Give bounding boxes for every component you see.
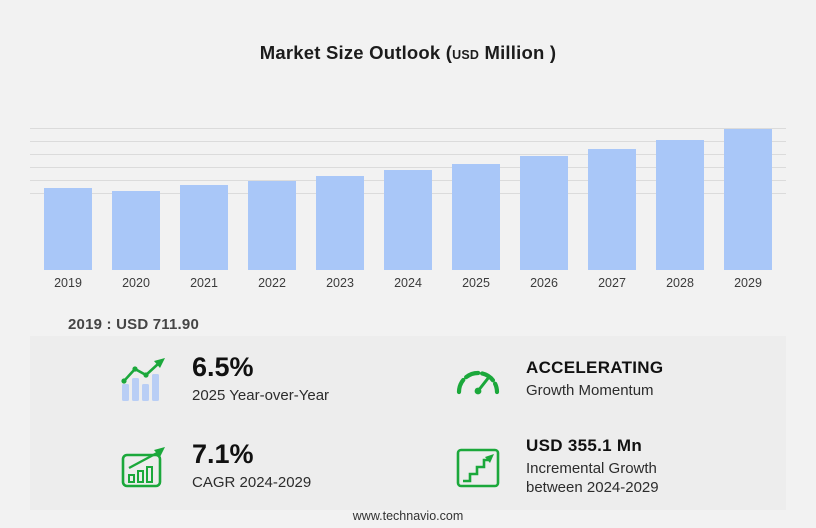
x-axis-label: 2026	[530, 276, 558, 290]
stat-incremental: USD 355.1 Mn Incremental Growth between …	[408, 423, 786, 510]
bar-2027	[588, 149, 636, 270]
bar-2019	[44, 187, 92, 270]
x-axis-label: 2025	[462, 276, 490, 290]
stat-momentum: ACCELERATING Growth Momentum	[408, 336, 786, 423]
bar-2021	[180, 185, 228, 270]
bar-column-2023: 2023	[316, 176, 364, 292]
stat-incremental-text: USD 355.1 Mn Incremental Growth between …	[526, 436, 698, 498]
gauge-icon	[452, 364, 504, 396]
bar-2025	[452, 163, 500, 270]
stat-momentum-label: Growth Momentum	[526, 382, 654, 400]
chart-gridline	[30, 141, 786, 142]
bar-2026	[520, 156, 568, 270]
stat-momentum-text: ACCELERATING Growth Momentum	[526, 358, 663, 401]
bar-2024	[384, 169, 432, 270]
bar-2023	[316, 176, 364, 270]
footer-url[interactable]: www.technavio.com	[352, 509, 464, 523]
stat-yoy-value: 6.5%	[192, 352, 254, 383]
bar-column-2027: 2027	[588, 149, 636, 292]
title-unit-group: (USD Million )	[446, 42, 556, 63]
base-year-note: 2019 : USD 711.90	[68, 316, 199, 333]
bar-2020	[112, 190, 160, 270]
bar-2029	[724, 129, 772, 270]
stat-cagr: 7.1% CAGR 2024-2029	[30, 423, 408, 510]
paren-close: )	[549, 42, 557, 63]
bar-series: 2019 2020 2021 2022 2023 2024 2025 2026 2027 2028…	[30, 100, 786, 292]
stat-incremental-value: USD 355.1 Mn	[526, 435, 643, 455]
x-axis-label: 2021	[190, 276, 218, 290]
bar-column-2024: 2024	[384, 169, 432, 292]
step-growth-icon	[452, 446, 504, 488]
bar-column-2029: 2029	[724, 129, 772, 292]
x-axis-label: 2028	[666, 276, 694, 290]
x-axis-label: 2023	[326, 276, 354, 290]
chart-gridline	[30, 154, 786, 155]
x-axis-label: 2020	[122, 276, 150, 290]
x-axis-label: 2024	[394, 276, 422, 290]
stats-panel: 6.5% 2025 Year-over-Year ACCELERATING Gr…	[30, 336, 786, 510]
title-currency: USD	[452, 48, 480, 62]
stat-yoy-text: 6.5% 2025 Year-over-Year	[192, 353, 329, 405]
bar-column-2021: 2021	[180, 185, 228, 292]
x-axis-label: 2022	[258, 276, 286, 290]
stat-cagr-label: CAGR 2024-2029	[192, 473, 312, 491]
cagr-chart-icon	[118, 446, 170, 488]
bar-column-2022: 2022	[248, 181, 296, 292]
stat-yoy: 6.5% 2025 Year-over-Year	[30, 336, 408, 423]
x-axis-label: 2029	[734, 276, 762, 290]
bar-column-2025: 2025	[452, 163, 500, 293]
stat-momentum-value: ACCELERATING	[526, 357, 664, 377]
chart-gridline	[30, 167, 786, 168]
bar-trend-icon	[118, 357, 170, 402]
bar-2028	[656, 140, 704, 270]
x-axis-label: 2027	[598, 276, 626, 290]
stat-yoy-label: 2025 Year-over-Year	[192, 386, 330, 404]
chart-gridline	[30, 128, 786, 129]
title-main: Market Size Outlook	[259, 42, 441, 63]
bar-2022	[248, 181, 296, 270]
stat-cagr-value: 7.1%	[192, 439, 254, 470]
x-axis-label: 2019	[54, 276, 82, 290]
stat-cagr-text: 7.1% CAGR 2024-2029	[192, 440, 311, 492]
title-unit: Million	[484, 42, 545, 63]
bar-column-2020: 2020	[112, 190, 160, 293]
page-title: Market Size Outlook (USD Million )	[0, 42, 816, 64]
bar-chart: 2019 2020 2021 2022 2023 2024 2025 2026 2027 2028…	[30, 100, 786, 292]
bar-column-2028: 2028	[656, 140, 704, 292]
stat-incremental-label: Incremental Growth between 2024-2029	[526, 459, 659, 496]
paren-open: (	[445, 42, 453, 63]
bar-column-2026: 2026	[520, 156, 568, 292]
bar-column-2019: 2019	[44, 187, 92, 292]
